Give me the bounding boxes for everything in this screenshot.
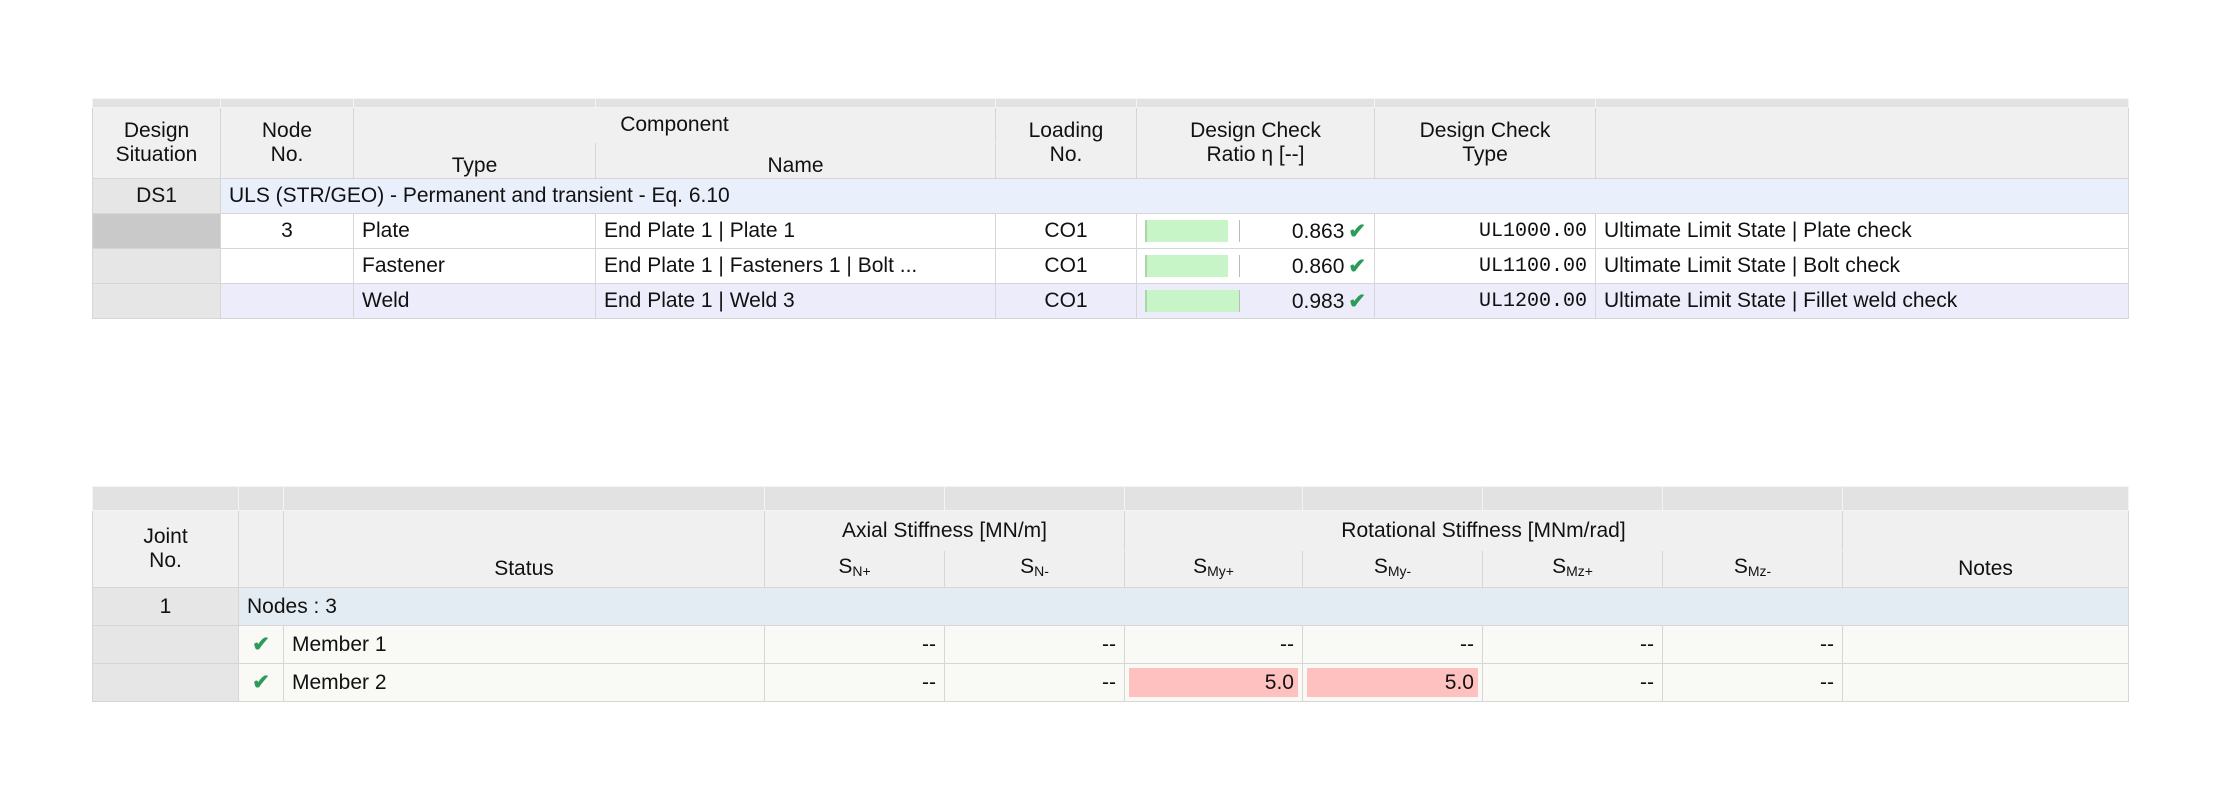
check-code-cell: UL1200.00 — [1374, 283, 1596, 319]
stiffness-value-cell: -- — [1124, 625, 1303, 664]
ratio-bar — [1145, 255, 1228, 277]
design-situation-cell: DS1 — [92, 178, 221, 214]
header-axial-stiffness: Axial Stiffness [MN/m] — [764, 510, 1125, 551]
stiffness-value-cell: -- — [1662, 625, 1843, 664]
type-cell: Plate — [353, 213, 596, 249]
stiffness-value-cell: -- — [1302, 625, 1483, 664]
header-name[interactable]: Name — [595, 142, 996, 179]
stiffness-value-cell: 5.0 — [1124, 663, 1303, 702]
check-icon: ✔ — [1348, 289, 1366, 313]
table-row[interactable]: Fastener End Plate 1 | Fasteners 1 | Bolt… — [92, 248, 2129, 284]
header-node-no[interactable]: Node No. — [220, 107, 354, 179]
check-code-cell: UL1100.00 — [1374, 248, 1596, 284]
header-rotational-stiffness: Rotational Stiffness [MNm/rad] — [1124, 510, 1843, 551]
ratio-cell: 0.860 ✔ — [1136, 248, 1375, 284]
check-icon: ✔ — [1348, 254, 1366, 278]
ratio-cell: 0.863 ✔ — [1136, 213, 1375, 249]
loading-cell: CO1 — [995, 283, 1137, 319]
notes-cell — [1842, 625, 2129, 664]
joint-no-cell: 1 — [92, 587, 239, 626]
table-row[interactable]: Weld End Plate 1 | Weld 3 CO1 0.983 ✔ UL1200.… — [92, 283, 2129, 319]
table-row[interactable]: 3 Plate End Plate 1 | Plate 1 CO1 0.863 ✔ UL10… — [92, 213, 2129, 249]
table-row[interactable]: ✔ Member 1 -- -- -- -- -- -- — [92, 625, 2129, 664]
stiffness-value-cell: -- — [1662, 663, 1843, 702]
ratio-limit-mark — [1239, 220, 1240, 242]
row-header[interactable] — [92, 663, 239, 702]
header-notes[interactable]: Notes — [1842, 510, 2129, 588]
group-label: Nodes : 3 — [238, 587, 2129, 626]
type-cell: Weld — [353, 283, 596, 319]
row-header[interactable] — [92, 625, 239, 664]
stiffness-value-cell: -- — [764, 663, 945, 702]
check-icon: ✔ — [238, 625, 284, 664]
header-stiffness-mzminus[interactable]: SMz- — [1662, 550, 1843, 588]
ratio-cell: 0.983 ✔ — [1136, 283, 1375, 319]
ratio-limit-mark — [1239, 290, 1240, 312]
row-header[interactable] — [92, 248, 221, 284]
header-status-icon[interactable] — [238, 510, 284, 588]
header-stiffness-myplus[interactable]: SMy+ — [1124, 550, 1303, 588]
header-stiffness-nminus[interactable]: SN- — [944, 550, 1125, 588]
name-cell: End Plate 1 | Fasteners 1 | Bolt ... — [595, 248, 996, 284]
name-cell: End Plate 1 | Plate 1 — [595, 213, 996, 249]
group-row[interactable]: DS1 ULS (STR/GEO) - Permanent and transi… — [92, 178, 2129, 214]
description-cell: Ultimate Limit State | Plate check — [1595, 213, 2129, 249]
group-label: ULS (STR/GEO) - Permanent and transient … — [220, 178, 2129, 214]
notes-cell — [1842, 663, 2129, 702]
node-no-cell — [220, 248, 354, 284]
stiffness-value-cell: -- — [1482, 625, 1663, 664]
check-icon: ✔ — [238, 663, 284, 702]
design-check-table: Design Situation Node No. Component Loadin… — [92, 98, 2129, 319]
header-stiffness-nplus[interactable]: SN+ — [764, 550, 945, 588]
status-cell: Member 1 — [283, 625, 765, 664]
row-header[interactable] — [92, 283, 221, 319]
stiffness-value-cell: -- — [944, 625, 1125, 664]
header-loading-no[interactable]: Loading No. — [995, 107, 1137, 179]
stiffness-value-cell: 5.0 — [1302, 663, 1483, 702]
stiffness-value-cell: -- — [1482, 663, 1663, 702]
ratio-limit-mark — [1239, 255, 1240, 277]
header-stiffness-mzplus[interactable]: SMz+ — [1482, 550, 1663, 588]
header-description[interactable] — [1595, 107, 2129, 179]
ratio-bar — [1145, 290, 1239, 312]
header-joint-no[interactable]: Joint No. — [92, 510, 239, 588]
header-type[interactable]: Type — [353, 142, 596, 179]
group-row[interactable]: 1 Nodes : 3 — [92, 587, 2129, 626]
header-status[interactable]: Status — [283, 510, 765, 588]
node-no-cell — [220, 283, 354, 319]
ratio-value: 0.983 — [1291, 289, 1345, 313]
ratio-value: 0.863 — [1291, 219, 1345, 243]
stiffness-table: Joint No. Status Axial Stiffness [MN/m] R… — [92, 486, 2129, 702]
type-cell: Fastener — [353, 248, 596, 284]
header-component: Component — [353, 107, 996, 143]
header-design-situation[interactable]: Design Situation — [92, 107, 221, 179]
stiffness-value-cell: -- — [944, 663, 1125, 702]
loading-cell: CO1 — [995, 213, 1137, 249]
header-check-type[interactable]: Design Check Type — [1374, 107, 1596, 179]
ratio-value: 0.860 — [1291, 254, 1345, 278]
description-cell: Ultimate Limit State | Fillet weld check — [1595, 283, 2129, 319]
stiffness-value-cell: -- — [764, 625, 945, 664]
table-row[interactable]: ✔ Member 2 -- -- 5.0 5.0 -- -- — [92, 663, 2129, 702]
node-no-cell: 3 — [220, 213, 354, 249]
loading-cell: CO1 — [995, 248, 1137, 284]
description-cell: Ultimate Limit State | Bolt check — [1595, 248, 2129, 284]
row-header[interactable] — [92, 213, 221, 249]
check-code-cell: UL1000.00 — [1374, 213, 1596, 249]
header-stiffness-myminus[interactable]: SMy- — [1302, 550, 1483, 588]
name-cell: End Plate 1 | Weld 3 — [595, 283, 996, 319]
status-cell: Member 2 — [283, 663, 765, 702]
ratio-bar — [1145, 220, 1228, 242]
check-icon: ✔ — [1348, 219, 1366, 243]
header-ratio[interactable]: Design Check Ratio η [--] — [1136, 107, 1375, 179]
